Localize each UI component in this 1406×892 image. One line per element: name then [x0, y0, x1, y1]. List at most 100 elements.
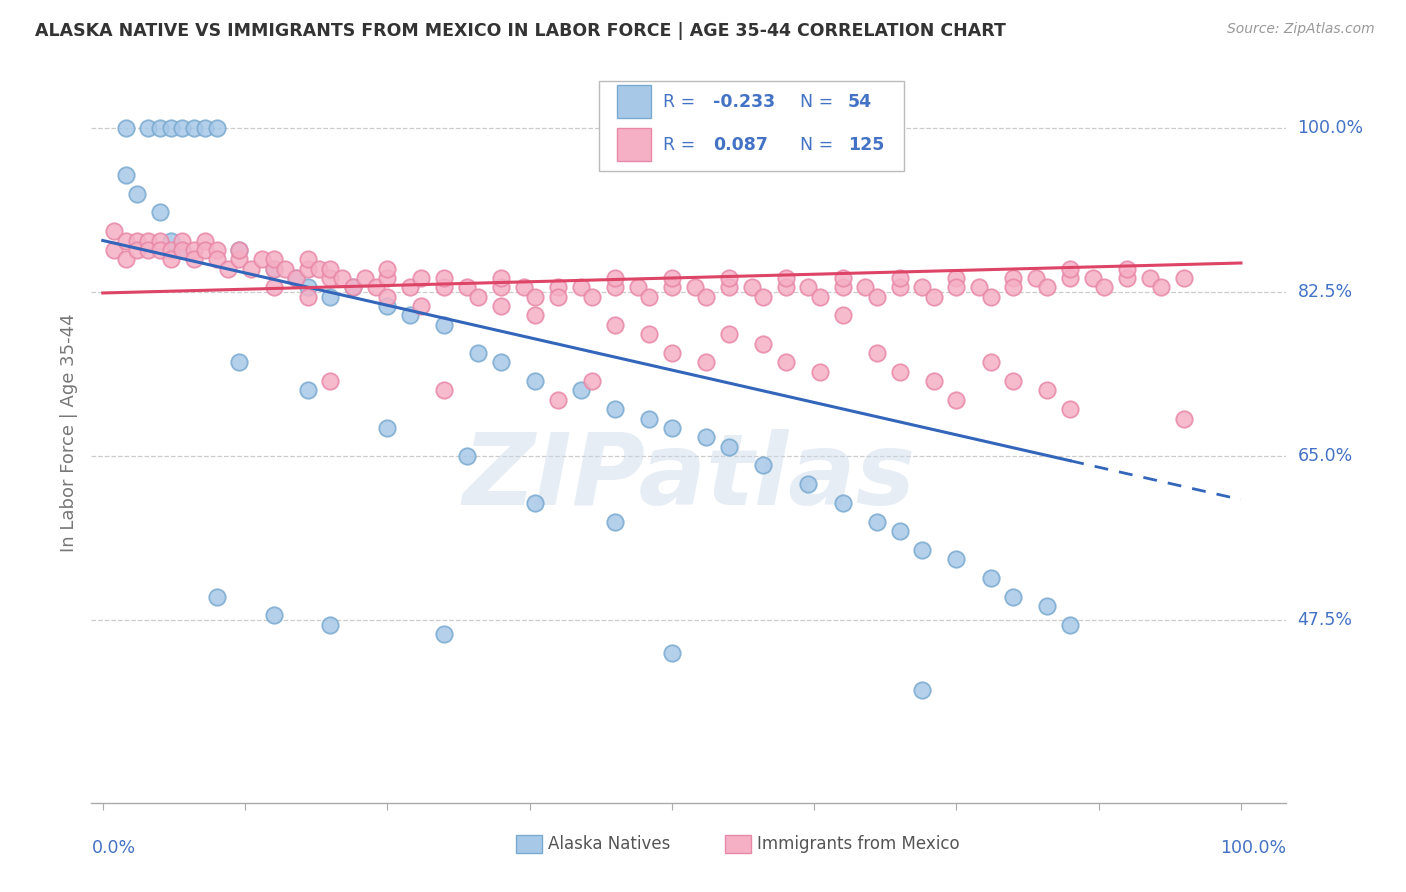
- Point: [125, 243, 148, 257]
- Text: 0.0%: 0.0%: [91, 838, 135, 857]
- Point: [889, 280, 911, 294]
- Text: 47.5%: 47.5%: [1298, 611, 1353, 629]
- Point: [1150, 280, 1173, 294]
- Point: [160, 243, 183, 257]
- Point: [399, 280, 422, 294]
- Point: [866, 515, 889, 529]
- Point: [149, 205, 172, 219]
- Point: [661, 346, 683, 360]
- Point: [922, 290, 945, 304]
- Point: [297, 384, 319, 398]
- Point: [136, 234, 159, 248]
- Point: [456, 280, 478, 294]
- Point: [1059, 271, 1081, 285]
- Point: [228, 243, 250, 257]
- Point: [160, 252, 183, 267]
- Point: [752, 290, 775, 304]
- Point: [103, 224, 125, 238]
- Point: [775, 271, 797, 285]
- Point: [752, 458, 775, 473]
- Text: 82.5%: 82.5%: [1298, 283, 1353, 301]
- Point: [808, 365, 831, 379]
- Point: [489, 271, 512, 285]
- Point: [183, 121, 205, 136]
- Point: [547, 392, 569, 407]
- Point: [342, 280, 364, 294]
- Point: [263, 261, 285, 276]
- Point: [661, 646, 683, 660]
- Point: [866, 346, 889, 360]
- Point: [297, 261, 319, 276]
- Point: [911, 683, 934, 698]
- Text: R =: R =: [662, 136, 695, 153]
- Text: N =: N =: [800, 93, 834, 111]
- Point: [603, 515, 626, 529]
- Point: [205, 243, 228, 257]
- Point: [967, 280, 990, 294]
- Point: [1059, 617, 1081, 632]
- Point: [1002, 590, 1025, 604]
- Point: [695, 430, 717, 444]
- Point: [160, 121, 183, 136]
- Point: [319, 261, 342, 276]
- Y-axis label: In Labor Force | Age 35-44: In Labor Force | Age 35-44: [59, 313, 77, 552]
- Point: [353, 271, 375, 285]
- Point: [945, 552, 967, 566]
- Point: [808, 290, 831, 304]
- Point: [205, 590, 228, 604]
- Point: [683, 280, 706, 294]
- Point: [114, 121, 136, 136]
- Point: [433, 627, 456, 641]
- Point: [980, 355, 1002, 369]
- FancyBboxPatch shape: [599, 81, 904, 171]
- Text: ALASKA NATIVE VS IMMIGRANTS FROM MEXICO IN LABOR FORCE | AGE 35-44 CORRELATION C: ALASKA NATIVE VS IMMIGRANTS FROM MEXICO …: [35, 22, 1007, 40]
- Point: [922, 374, 945, 388]
- Point: [524, 374, 547, 388]
- Point: [638, 411, 661, 425]
- Point: [1059, 402, 1081, 417]
- Point: [717, 271, 740, 285]
- Point: [831, 280, 853, 294]
- Point: [364, 280, 387, 294]
- Point: [695, 355, 717, 369]
- Point: [547, 290, 569, 304]
- Point: [172, 243, 194, 257]
- Point: [114, 234, 136, 248]
- Point: [433, 271, 456, 285]
- Point: [741, 280, 763, 294]
- Point: [172, 243, 194, 257]
- Point: [330, 271, 353, 285]
- Point: [1002, 271, 1025, 285]
- Point: [1036, 384, 1059, 398]
- Point: [489, 299, 512, 313]
- Point: [775, 355, 797, 369]
- Point: [661, 421, 683, 435]
- Point: [205, 121, 228, 136]
- Point: [569, 384, 592, 398]
- Point: [1116, 261, 1139, 276]
- Point: [297, 252, 319, 267]
- Point: [547, 280, 569, 294]
- Text: N =: N =: [800, 136, 834, 153]
- Text: Source: ZipAtlas.com: Source: ZipAtlas.com: [1227, 22, 1375, 37]
- Point: [263, 261, 285, 276]
- Bar: [617, 86, 651, 118]
- Point: [194, 234, 217, 248]
- Point: [263, 252, 285, 267]
- Point: [297, 280, 319, 294]
- Point: [172, 234, 194, 248]
- Point: [752, 336, 775, 351]
- Point: [172, 121, 194, 136]
- Point: [125, 186, 148, 201]
- Point: [263, 280, 285, 294]
- Point: [524, 290, 547, 304]
- Point: [1002, 280, 1025, 294]
- Point: [308, 261, 330, 276]
- Point: [945, 392, 967, 407]
- Text: 65.0%: 65.0%: [1298, 447, 1353, 465]
- Point: [274, 261, 297, 276]
- Point: [1173, 411, 1195, 425]
- Point: [125, 234, 148, 248]
- Point: [581, 290, 603, 304]
- Point: [603, 318, 626, 332]
